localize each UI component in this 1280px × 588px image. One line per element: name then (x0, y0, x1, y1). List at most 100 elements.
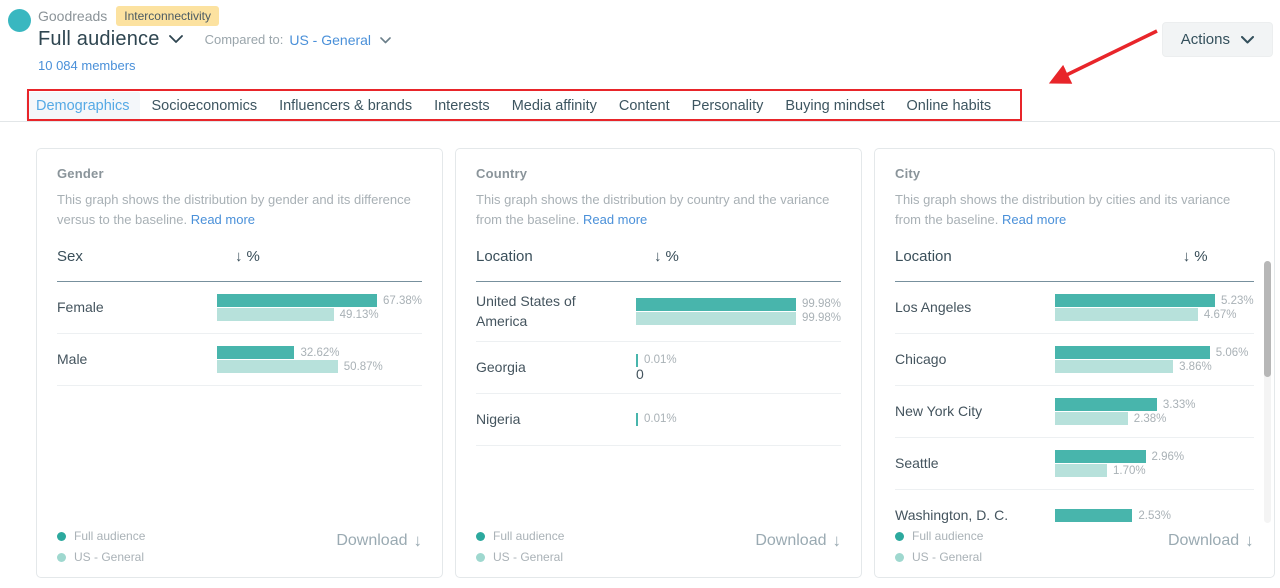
row-label: Washington, D. C. (895, 507, 1009, 524)
legend-item: Full audience (476, 529, 564, 543)
bar-group: 5.23% 4.67% (1055, 294, 1254, 322)
tab-personality[interactable]: Personality (691, 97, 764, 114)
bar-value: 5.23% (1221, 294, 1254, 307)
audience-avatar[interactable] (8, 9, 31, 32)
bar-value: 2.96% (1151, 450, 1185, 463)
legend-dot-icon (476, 552, 485, 562)
row-label: Female (57, 299, 104, 316)
primary-bar (217, 294, 377, 307)
bar-value: 2.53% (1138, 509, 1171, 522)
sort-desc-icon: ↓ (235, 248, 243, 265)
legend-item: Full audience (57, 529, 145, 543)
compared-to-label: Compared to: (204, 32, 284, 47)
scrollbar-thumb[interactable] (1263, 261, 1271, 377)
card-description: This graph shows the distribution by cit… (895, 192, 1231, 227)
page-header: Goodreads Interconnectivity Full audienc… (0, 0, 1280, 90)
segment-selector[interactable]: Full audience (38, 28, 160, 50)
tab-socioeconomics[interactable]: Socioeconomics (151, 97, 258, 114)
column-header-label[interactable]: Location (476, 248, 533, 265)
legend-label: US - General (493, 550, 564, 564)
legend: Full audience US - General (895, 529, 983, 564)
column-header-label[interactable]: Location (895, 248, 952, 265)
bar-group: 2.96% 1.70% (1055, 450, 1254, 478)
table-row: Los Angeles 5.23% 4.67% (895, 282, 1254, 334)
tab-content[interactable]: Content (618, 97, 670, 114)
bar-value: 4.67% (1203, 308, 1237, 321)
tab-online-habits[interactable]: Online habits (906, 97, 992, 114)
table-row: Georgia 0.01% 0 (476, 342, 841, 394)
bar-group: 3.33% 2.38% (1055, 398, 1254, 426)
baseline-selector[interactable]: US - General (289, 31, 372, 48)
read-more-link[interactable]: Read more (190, 211, 256, 227)
row-label: Chicago (895, 351, 947, 368)
card-title: Country (476, 166, 528, 181)
bar-group: 5.06% 3.86% (1055, 346, 1254, 374)
bar-value: 0 (636, 366, 644, 383)
row-label: Los Angeles (895, 299, 972, 316)
baseline-bar (217, 360, 338, 373)
sort-desc-icon: ↓ (654, 248, 662, 265)
cards-container: Gender This graph shows the distribution… (0, 148, 1280, 578)
primary-bar (1055, 398, 1157, 411)
chart-rows: United States of America 99.98% 99.98% Geor… (476, 282, 841, 446)
card-title: City (895, 166, 921, 181)
row-label: United States of America (476, 293, 576, 330)
column-header-percent[interactable]: ↓% (235, 248, 260, 265)
primary-bar (636, 353, 638, 367)
bar-group: 67.38% 49.13% (217, 294, 422, 322)
tab-buying-mindset[interactable]: Buying mindset (785, 97, 885, 114)
read-more-link[interactable]: Read more (582, 211, 648, 227)
table-row: New York City 3.33% 2.38% (895, 386, 1254, 438)
row-label: New York City (895, 403, 983, 420)
download-icon: ↓ (832, 531, 842, 550)
audience-name: Goodreads (38, 8, 108, 24)
legend-dot-icon (57, 552, 66, 562)
column-header-percent[interactable]: ↓% (1182, 248, 1208, 265)
table-header: Location ↓% (895, 248, 1254, 282)
tab-interests[interactable]: Interests (434, 97, 490, 114)
chart-card: Gender This graph shows the distribution… (36, 148, 443, 578)
row-label: Nigeria (476, 410, 521, 427)
baseline-bar (217, 308, 334, 321)
table-row: United States of America 99.98% 99.98% (476, 282, 841, 342)
legend-label: Full audience (74, 529, 146, 543)
bar-value: 32.62% (300, 346, 340, 359)
legend-dot-icon (57, 531, 66, 541)
bar-value: 99.98% (802, 298, 842, 311)
tab-media-affinity[interactable]: Media affinity (511, 97, 597, 114)
row-label: Seattle (895, 455, 939, 472)
column-header-percent[interactable]: ↓% (654, 248, 679, 265)
members-count-link[interactable]: 10 084 members (38, 58, 136, 73)
actions-button[interactable]: Actions (1161, 22, 1273, 57)
tab-influencers-brands[interactable]: Influencers & brands (279, 97, 413, 114)
tab-demographics[interactable]: Demographics (26, 91, 140, 120)
baseline-bar (636, 311, 796, 325)
legend-dot-icon (895, 552, 904, 562)
bar-value: 5.06% (1215, 346, 1249, 359)
bar-group: 99.98% 99.98% (636, 297, 841, 325)
download-button[interactable]: Download ↓ (1167, 531, 1254, 550)
card-title: Gender (57, 166, 104, 181)
chevron-down-icon[interactable] (380, 31, 391, 49)
bar-group: 2.53% (1055, 509, 1254, 523)
tab-bar: Demographics Socioeconomics Influencers & … (0, 90, 1280, 122)
table-row: Seattle 2.96% 1.70% (895, 438, 1254, 490)
interconnectivity-badge: Interconnectivity (116, 6, 219, 26)
scrollbar[interactable] (1263, 261, 1271, 523)
table-row: Female 67.38% 49.13% (57, 282, 422, 334)
column-header-label[interactable]: Sex (57, 248, 83, 265)
primary-bar (636, 412, 638, 426)
actions-button-label: Actions (1180, 31, 1230, 48)
bar-value: 67.38% (383, 294, 423, 307)
bar-value: 3.33% (1162, 398, 1196, 411)
chart-rows: Female 67.38% 49.13% Male 32.62% 50.87% (57, 282, 422, 386)
legend-dot-icon (476, 531, 485, 541)
legend-label: US - General (74, 550, 145, 564)
download-button[interactable]: Download ↓ (336, 531, 422, 550)
bar-value: 3.86% (1179, 360, 1212, 373)
chevron-down-icon[interactable] (168, 31, 183, 49)
chart-card: City This graph shows the distribution b… (874, 148, 1275, 578)
baseline-bar (1055, 412, 1128, 425)
read-more-link[interactable]: Read more (1001, 211, 1067, 227)
download-button[interactable]: Download ↓ (755, 531, 842, 550)
